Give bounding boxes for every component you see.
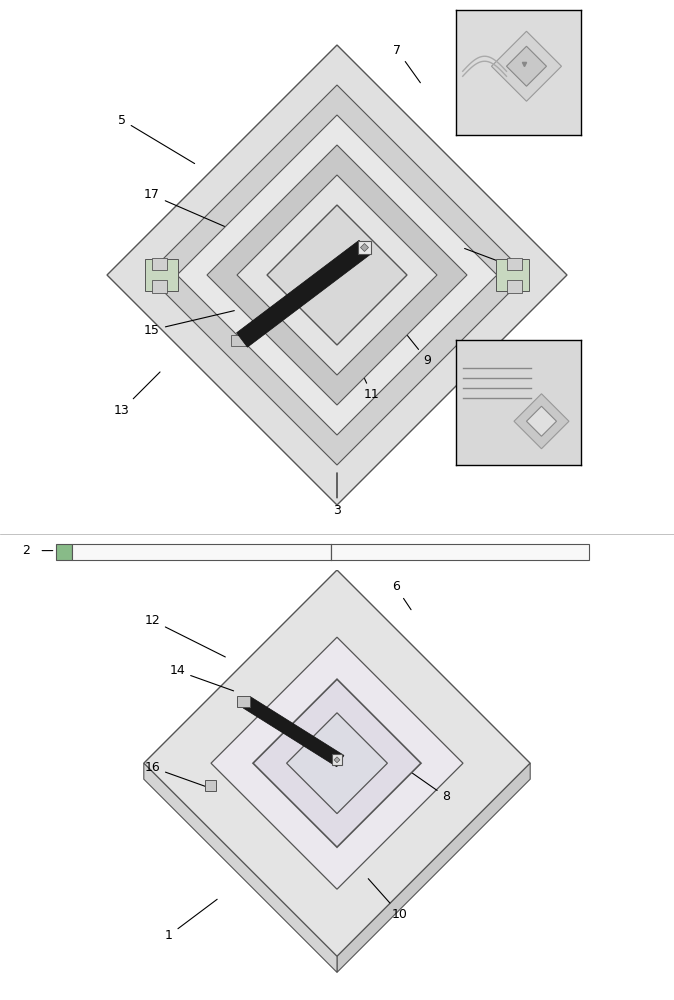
Text: 16: 16	[144, 761, 208, 787]
Polygon shape	[107, 45, 567, 505]
Text: 3: 3	[333, 473, 341, 516]
Polygon shape	[145, 259, 178, 291]
Text: 12: 12	[144, 614, 225, 657]
Bar	[507, 257, 522, 270]
Polygon shape	[334, 757, 340, 763]
Polygon shape	[237, 240, 370, 347]
Polygon shape	[144, 570, 530, 956]
Text: 9: 9	[389, 312, 431, 366]
Polygon shape	[286, 713, 388, 814]
Polygon shape	[211, 637, 463, 889]
Polygon shape	[337, 763, 530, 972]
Polygon shape	[514, 394, 569, 449]
Polygon shape	[147, 85, 527, 465]
Polygon shape	[177, 115, 497, 435]
Text: 4: 4	[464, 248, 526, 276]
Bar	[152, 280, 167, 292]
Polygon shape	[361, 243, 369, 251]
Text: 13: 13	[114, 372, 160, 416]
Bar	[507, 280, 522, 292]
Text: 1: 1	[165, 899, 217, 942]
Bar	[237, 696, 250, 707]
Text: 14: 14	[170, 664, 234, 691]
Polygon shape	[207, 145, 467, 405]
Bar	[152, 257, 167, 270]
Bar	[332, 754, 342, 765]
Bar	[71, 544, 330, 560]
Text: 6: 6	[392, 580, 411, 610]
Polygon shape	[491, 31, 561, 101]
Polygon shape	[526, 406, 557, 436]
Polygon shape	[144, 763, 337, 972]
Text: 11: 11	[348, 343, 380, 401]
Polygon shape	[243, 697, 344, 767]
Bar	[55, 544, 71, 560]
Bar	[231, 335, 246, 346]
Text: 15: 15	[144, 311, 235, 336]
Text: 7: 7	[393, 43, 421, 83]
Text: 2: 2	[22, 544, 30, 557]
Polygon shape	[496, 259, 529, 291]
Text: 5: 5	[118, 113, 195, 164]
Polygon shape	[237, 175, 437, 375]
Text: 8: 8	[406, 769, 450, 803]
Polygon shape	[506, 46, 547, 86]
Polygon shape	[267, 205, 407, 345]
Text: 10: 10	[368, 879, 408, 921]
Bar	[205, 780, 216, 790]
Polygon shape	[253, 679, 421, 847]
Text: 17: 17	[144, 188, 224, 226]
Bar	[358, 241, 371, 254]
Bar	[330, 544, 589, 560]
